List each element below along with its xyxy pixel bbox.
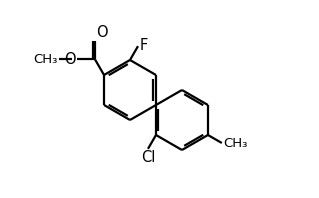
Text: F: F [140,38,148,53]
Text: O: O [96,25,108,40]
Text: CH₃: CH₃ [223,136,247,149]
Text: O: O [64,52,76,67]
Text: CH₃: CH₃ [33,53,58,66]
Text: Cl: Cl [141,150,155,165]
